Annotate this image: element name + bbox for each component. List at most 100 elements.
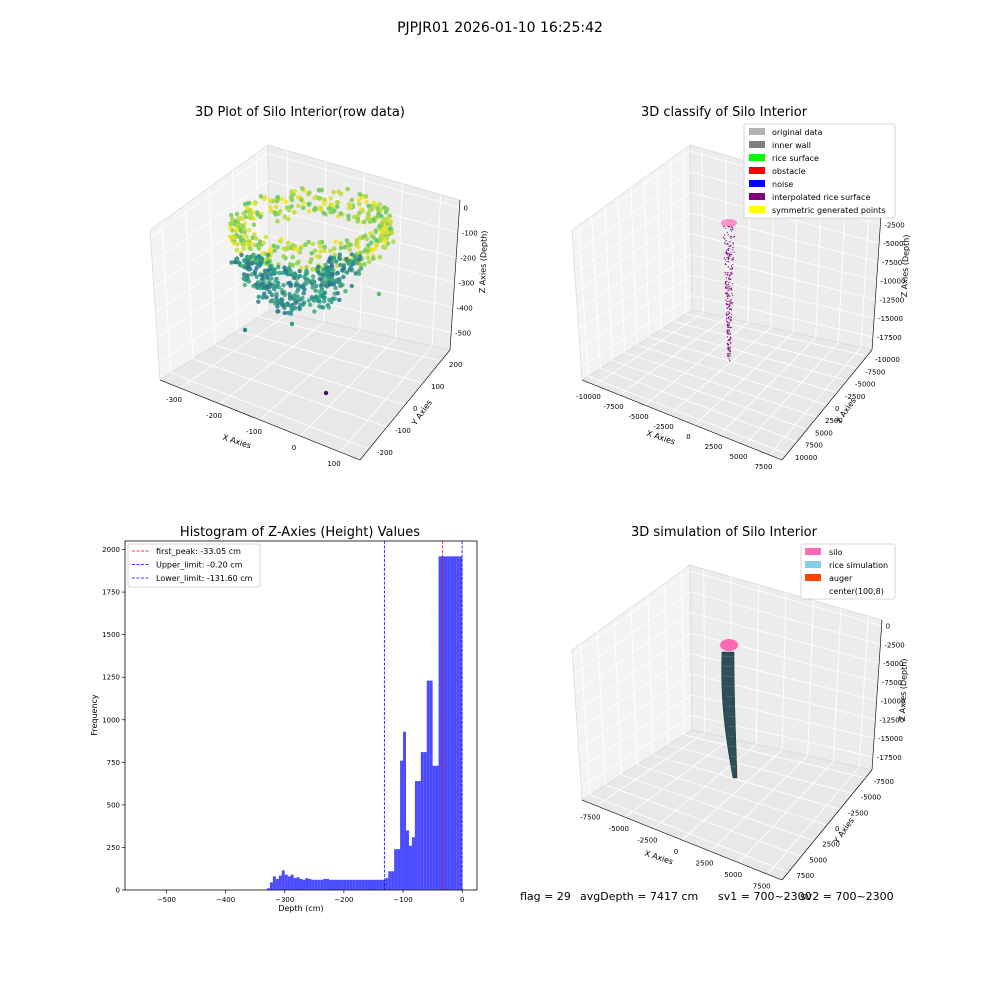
panel2-ztick-label: -10000 (881, 278, 906, 286)
panel2-point (731, 292, 733, 295)
panel2-point (727, 353, 729, 355)
panel4-ztick-label: -10000 (881, 698, 906, 706)
panel1-point (366, 259, 372, 265)
panel1-point (250, 235, 255, 241)
panel2-point (727, 325, 729, 327)
panel2-point (724, 273, 726, 275)
panel2-point (729, 352, 731, 354)
panel1-gridline (268, 180, 458, 233)
panel4-gridline (703, 568, 706, 733)
panel1-point (276, 264, 281, 270)
panel4-ytick-label: 5000 (809, 856, 827, 864)
panel2-ztick-label: -12500 (879, 296, 904, 304)
panel1-point (387, 213, 393, 218)
panel4-legend-label: rice simulation (829, 561, 888, 570)
panel1-point (312, 195, 318, 201)
panel1-point (234, 227, 239, 232)
histogram-bar (385, 878, 389, 890)
panel2-point (727, 323, 729, 325)
panel2-gridline (656, 168, 662, 330)
panel2-title: 3D classify of Silo Interior (641, 105, 808, 120)
histogram-bar (320, 879, 324, 890)
panel2-point (732, 259, 734, 261)
panel1-point (343, 289, 348, 294)
panel1-point (377, 254, 383, 260)
panel1-point (371, 256, 376, 261)
histogram-bar (361, 879, 365, 890)
status-flag: flag = 29 (520, 890, 571, 903)
panel1-point (368, 240, 374, 245)
panel1-point (301, 205, 306, 211)
histogram-bar (379, 879, 383, 890)
histogram-ytick-label: 750 (107, 759, 120, 767)
panel2-silo-ring (721, 219, 737, 227)
panel2-point (728, 278, 730, 280)
panel4-gridline (579, 643, 591, 796)
panel1-point (239, 252, 244, 258)
panel2-point (730, 254, 733, 256)
panel2-ytick-label: 2500 (825, 417, 843, 425)
panel1-point (328, 209, 333, 215)
panel2-point (724, 234, 726, 236)
panel1-point (271, 284, 276, 290)
panel1-point (322, 281, 327, 287)
panel4-gridline (652, 754, 840, 810)
panel4-xtick-label: 0 (674, 848, 678, 856)
panel1-point (373, 237, 379, 243)
panel1-point (272, 248, 277, 253)
panel4-gridline (580, 715, 693, 788)
panel1-point (286, 208, 292, 213)
panel2-point (727, 354, 729, 356)
panel1-point (261, 240, 266, 246)
panel4-gridline (691, 715, 873, 758)
panel4-gridline (681, 571, 685, 736)
panel1-point (322, 244, 328, 250)
panel2-point (730, 237, 732, 239)
histogram-bar (373, 879, 377, 890)
panel2-point (733, 236, 735, 238)
panel1-point (369, 206, 375, 212)
panel1-point (289, 197, 295, 203)
panel1-point (288, 245, 294, 250)
panel2-point (730, 271, 732, 273)
panel2-gridline (691, 274, 875, 319)
panel1-point (281, 246, 287, 251)
panel1-point (338, 241, 344, 246)
panel1-point (309, 251, 315, 256)
panel2-point (730, 309, 732, 311)
panel1-point (288, 269, 293, 275)
panel2-point (730, 289, 732, 291)
panel1-point (379, 236, 384, 242)
panel1-point (362, 233, 368, 238)
panel2-point (729, 312, 731, 314)
panel1-point (319, 287, 324, 292)
panel3-histogram: −500 −400 −300 −200 −100 0 0 250 500 750 1000 1250 1… (90, 540, 478, 913)
panel2-point (732, 267, 734, 269)
panel2-point (725, 276, 727, 279)
panel1-point (293, 247, 299, 252)
panel2-point (728, 344, 730, 346)
panel2-point (727, 226, 730, 228)
panel2-gridline (579, 274, 692, 349)
panel4-gridline (575, 632, 692, 713)
panel1-point (296, 283, 301, 288)
panel2-point (730, 337, 732, 339)
histogram-bar (394, 849, 398, 890)
panel1-point (310, 285, 315, 290)
panel1-gridline (236, 330, 424, 384)
panel2-axis-line (871, 199, 883, 351)
panel2-point (725, 312, 728, 314)
panel4-ztick-label: -15000 (878, 735, 903, 743)
panel1-gridline (150, 152, 269, 238)
panel1-point (327, 297, 332, 303)
panel2-gridline (685, 313, 868, 357)
panel1-point (317, 304, 322, 309)
panel2-point (728, 300, 730, 302)
histogram-bar (408, 845, 412, 890)
panel1-point (266, 252, 271, 258)
panel4-ztick-label: -17500 (877, 754, 902, 762)
panel1-point (356, 197, 362, 202)
panel2-gridline (572, 150, 691, 236)
panel1-point (273, 204, 279, 210)
panel2-legend-swatch (749, 128, 765, 135)
